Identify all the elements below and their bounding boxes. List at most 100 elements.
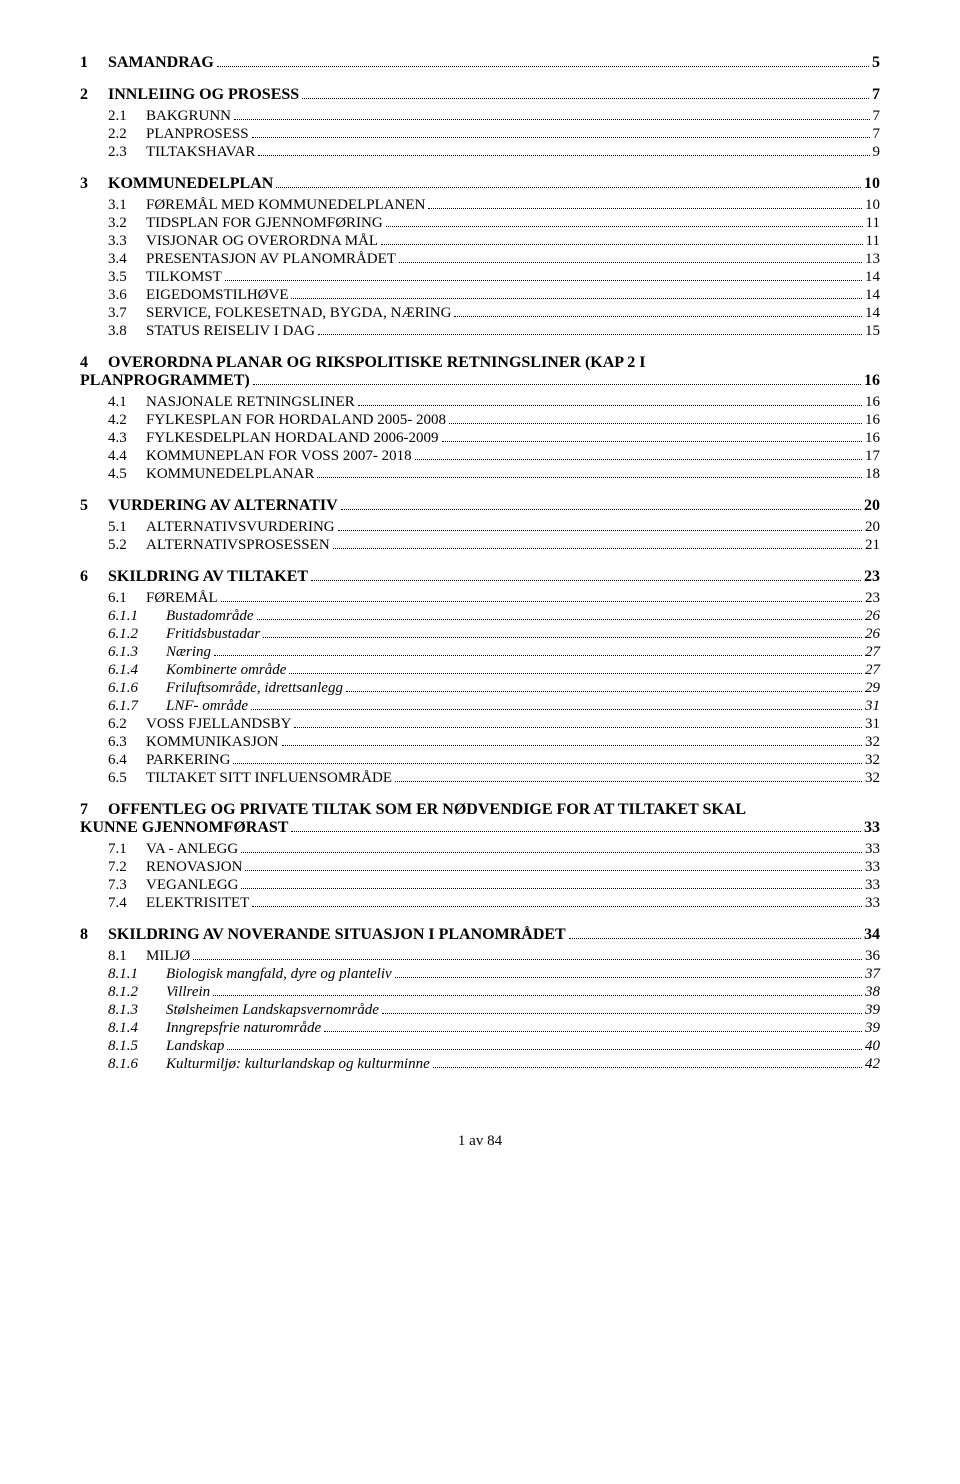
toc-entry-level-2: 6.1FØREMÅL23 (108, 590, 880, 607)
toc-title: OVERORDNA PLANAR OG RIKSPOLITISKE RETNIN… (108, 354, 645, 372)
toc-leader-dots (333, 548, 862, 549)
toc-page-number: 7 (873, 126, 881, 143)
toc-number: 7.3 (108, 877, 146, 894)
toc-entry-level-2: 7.1VA - ANLEGG33 (108, 841, 880, 858)
toc-number: 3.1 (108, 197, 146, 214)
toc-entry-level-1: 8SKILDRING AV NOVERANDE SITUASJON I PLAN… (80, 926, 880, 944)
toc-entry-level-2: 4.4KOMMUNEPLAN FOR VOSS 2007- 201817 (108, 448, 880, 465)
toc-entry-level-2: 3.1FØREMÅL MED KOMMUNEDELPLANEN10 (108, 197, 880, 214)
toc-number: 3.4 (108, 251, 146, 268)
toc-title-continued: PLANPROGRAMMET) (80, 372, 250, 390)
toc-leader-dots (257, 619, 863, 620)
toc-entry-level-1: 1SAMANDRAG5 (80, 54, 880, 72)
toc-entry-level-3: 8.1.2Villrein38 (108, 984, 880, 1001)
toc-leader-dots (428, 208, 862, 209)
toc-title: SKILDRING AV TILTAKET (108, 568, 308, 586)
toc-leader-dots (241, 852, 862, 853)
toc-page-number: 14 (865, 305, 880, 322)
toc-page-number: 16 (865, 394, 880, 411)
toc-page-number: 33 (865, 859, 880, 876)
toc-page-number: 20 (865, 519, 880, 536)
toc-number: 6 (80, 568, 108, 586)
toc-number: 3.2 (108, 215, 146, 232)
toc-number: 8 (80, 926, 108, 944)
toc-number: 1 (80, 54, 108, 72)
toc-leader-dots (289, 673, 862, 674)
toc-entry-level-1: 4OVERORDNA PLANAR OG RIKSPOLITISKE RETNI… (80, 354, 880, 390)
toc-entry-level-3: 6.1.3Næring27 (108, 644, 880, 661)
toc-title-continued: KUNNE GJENNOMFØRAST (80, 819, 288, 837)
toc-number: 4 (80, 354, 108, 372)
toc-entry-level-1: 2INNLEIING OG PROSESS7 (80, 86, 880, 104)
toc-title: VISJONAR OG OVERORDNA MÅL (146, 233, 378, 250)
toc-number: 7.1 (108, 841, 146, 858)
toc-entry-level-3: 8.1.5Landskap40 (108, 1038, 880, 1055)
toc-entry-level-2: 5.2ALTERNATIVSPROSESSEN21 (108, 537, 880, 554)
toc-entry-level-3: 8.1.4Inngrepsfrie naturområde39 (108, 1020, 880, 1037)
toc-leader-dots (318, 334, 862, 335)
toc-title: FYLKESDELPLAN HORDALAND 2006-2009 (146, 430, 439, 447)
toc-leader-dots (399, 262, 862, 263)
toc-number: 8.1.2 (108, 984, 166, 1001)
toc-entry-level-3: 6.1.6Friluftsområde, idrettsanlegg29 (108, 680, 880, 697)
toc-entry-level-3: 8.1.3Stølsheimen Landskapsvernområde39 (108, 1002, 880, 1019)
toc-leader-dots (311, 580, 861, 581)
toc-leader-dots (213, 995, 862, 996)
toc-number: 3.5 (108, 269, 146, 286)
toc-page-number: 9 (873, 144, 881, 161)
toc-number: 5.1 (108, 519, 146, 536)
toc-page-number: 27 (865, 644, 880, 661)
toc-title: STATUS REISELIV I DAG (146, 323, 315, 340)
toc-title: ELEKTRISITET (146, 895, 249, 912)
toc-title: Kulturmiljø: kulturlandskap og kulturmin… (166, 1056, 430, 1073)
toc-leader-dots (252, 906, 862, 907)
toc-entry-level-2: 6.3KOMMUNIKASJON32 (108, 734, 880, 751)
toc-title: PRESENTASJON AV PLANOMRÅDET (146, 251, 396, 268)
toc-number: 6.1.7 (108, 698, 166, 715)
toc-page-number: 23 (865, 590, 880, 607)
toc-number: 8.1.4 (108, 1020, 166, 1037)
toc-page-number: 33 (865, 877, 880, 894)
toc-title: BAKGRUNN (146, 108, 231, 125)
toc-number: 2 (80, 86, 108, 104)
toc-entry-level-2: 3.6EIGEDOMSTILHØVE14 (108, 287, 880, 304)
toc-number: 5 (80, 497, 108, 515)
toc-leader-dots (454, 316, 862, 317)
toc-leader-dots (193, 959, 862, 960)
toc-entry-level-3: 6.1.2Fritidsbustadar26 (108, 626, 880, 643)
toc-leader-dots (225, 280, 862, 281)
toc-number: 7.4 (108, 895, 146, 912)
toc-number: 4.3 (108, 430, 146, 447)
toc-leader-dots (358, 405, 862, 406)
toc-page-number: 29 (865, 680, 880, 697)
toc-leader-dots (395, 781, 862, 782)
toc-entry-level-2: 7.4ELEKTRISITET33 (108, 895, 880, 912)
toc-title: NASJONALE RETNINGSLINER (146, 394, 355, 411)
toc-leader-dots (395, 977, 862, 978)
toc-number: 5.2 (108, 537, 146, 554)
toc-leader-dots (381, 244, 862, 245)
toc-page-number: 42 (865, 1056, 880, 1073)
toc-number: 6.1.6 (108, 680, 166, 697)
toc-entry-level-2: 2.1BAKGRUNN7 (108, 108, 880, 125)
toc-number: 3.6 (108, 287, 146, 304)
toc-page-number: 27 (865, 662, 880, 679)
toc-entry-level-2: 6.5TILTAKET SITT INFLUENSOMRÅDE32 (108, 770, 880, 787)
toc-leader-dots (442, 441, 863, 442)
toc-page-number: 7 (873, 108, 881, 125)
toc-page-number: 16 (864, 372, 880, 390)
toc-number: 3.3 (108, 233, 146, 250)
toc-leader-dots (263, 637, 862, 638)
toc-title: Biologisk mangfald, dyre og planteliv (166, 966, 392, 983)
toc-entry-level-2: 7.2RENOVASJON33 (108, 859, 880, 876)
toc-leader-dots (346, 691, 862, 692)
toc-title: Landskap (166, 1038, 224, 1055)
toc-title: ALTERNATIVSPROSESSEN (146, 537, 330, 554)
toc-title: FØREMÅL MED KOMMUNEDELPLANEN (146, 197, 425, 214)
toc-number: 6.2 (108, 716, 146, 733)
toc-entry-level-2: 4.1NASJONALE RETNINGSLINER16 (108, 394, 880, 411)
toc-leader-dots (252, 137, 870, 138)
toc-title: VOSS FJELLANDSBY (146, 716, 291, 733)
toc-number: 8.1 (108, 948, 146, 965)
toc-leader-dots (251, 709, 862, 710)
